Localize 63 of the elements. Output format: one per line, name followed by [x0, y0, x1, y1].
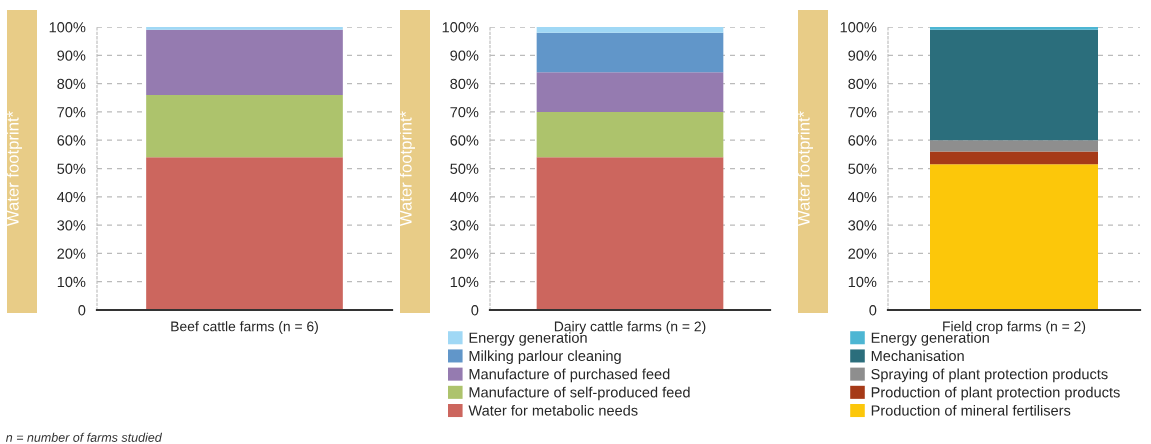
- y-tick-label: 10%: [848, 276, 877, 288]
- y-tick-label: 100%: [840, 22, 877, 33]
- bar: [930, 140, 1098, 152]
- y-tick-label: 80%: [57, 78, 86, 90]
- y-tick-label: 50%: [848, 163, 877, 174]
- y-tick-label: 40%: [450, 191, 479, 203]
- bar: [536, 27, 724, 33]
- x-tick-label: Dairy cattle farms (n = 2): [554, 321, 706, 335]
- y-tick-label: 10%: [57, 276, 86, 288]
- legend-label: Spraying of plant protection products: [871, 368, 1108, 383]
- y-tick-label: 70%: [848, 107, 877, 118]
- y-tick-label: 30%: [848, 220, 877, 231]
- y-tick-label: 30%: [57, 220, 86, 231]
- bar: [146, 27, 343, 30]
- bar: [930, 151, 1098, 165]
- legend-label: Energy generation: [469, 332, 587, 346]
- y-tick-label: 60%: [57, 135, 86, 146]
- bar: [930, 27, 1098, 30]
- bar: [146, 94, 343, 158]
- y-tick-label: 90%: [57, 50, 86, 61]
- y-tick-label: 40%: [848, 191, 877, 203]
- y-tick-label: 0: [471, 305, 479, 316]
- y-tick-label: 80%: [450, 78, 479, 90]
- bar: [536, 111, 724, 158]
- y-tick-label: 20%: [450, 248, 479, 259]
- y-axis-title: Water footprint*: [399, 111, 415, 227]
- y-tick-label: 70%: [450, 107, 479, 118]
- legend-label: Energy generation: [871, 332, 989, 346]
- y-tick-label: 0: [869, 305, 877, 316]
- legend-label: Production of mineral fertilisers: [871, 404, 1071, 416]
- y-tick-label: 60%: [450, 135, 479, 146]
- legend-label: Mechanisation: [871, 350, 964, 362]
- bar: [146, 29, 343, 95]
- y-axis-title: Water footprint*: [6, 111, 22, 227]
- y-tick-label: 90%: [848, 50, 877, 61]
- bar: [536, 32, 724, 73]
- y-tick-label: 70%: [57, 107, 86, 118]
- legend-label: Production of plant protection products: [871, 386, 1120, 401]
- x-tick-label: Beef cattle farms (n = 6): [171, 321, 318, 335]
- bar: [536, 157, 724, 310]
- legend-label: Manufacture of purchased feed: [469, 368, 670, 383]
- text: n = number of farms studied: [5, 432, 163, 442]
- y-tick-label: 80%: [848, 78, 877, 90]
- bar: [536, 72, 724, 112]
- legend-label: Manufacture of self-produced feed: [469, 386, 690, 401]
- y-tick-label: 20%: [848, 248, 877, 259]
- y-tick-label: 20%: [57, 248, 86, 259]
- y-tick-label: 10%: [450, 276, 479, 288]
- y-tick-label: 40%: [57, 191, 86, 203]
- y-tick-label: 50%: [57, 163, 86, 174]
- bar: [930, 164, 1098, 310]
- legend-label: Milking parlour cleaning: [469, 350, 621, 364]
- y-tick-label: 60%: [848, 135, 877, 146]
- y-tick-label: 100%: [49, 22, 86, 33]
- y-axis-title: Water footprint*: [797, 111, 813, 227]
- y-tick-label: 50%: [450, 163, 479, 174]
- legend-label: Water for metabolic needs: [468, 404, 638, 416]
- y-tick-label: 90%: [450, 50, 479, 61]
- y-tick-label: 30%: [450, 220, 479, 231]
- bar: [930, 29, 1098, 141]
- y-tick-label: 100%: [442, 22, 479, 33]
- bar: [146, 157, 343, 310]
- y-tick-label: 0: [78, 305, 86, 316]
